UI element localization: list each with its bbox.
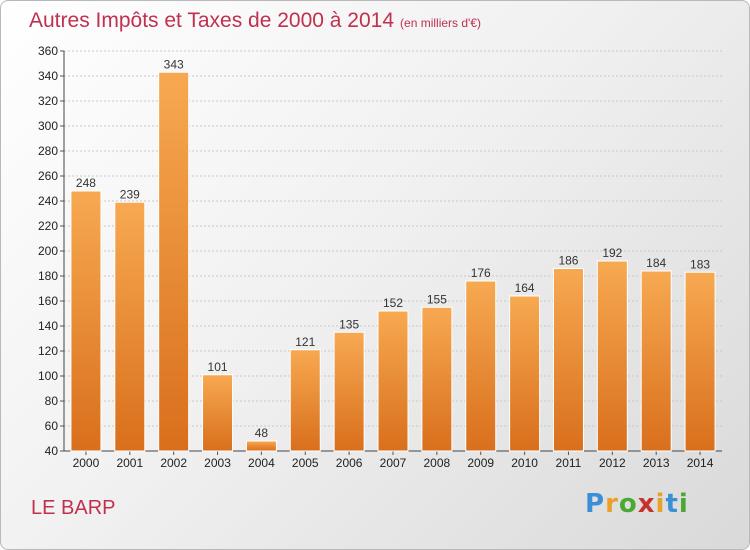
x-tick-label: 2002 — [160, 456, 187, 470]
data-label: 121 — [295, 335, 315, 349]
y-tick-labels: 40 60 80 100 120 140 160 180 200 220 240 260 280 300 3… — [38, 44, 58, 458]
bar — [114, 201, 146, 452]
bar — [377, 310, 409, 452]
data-label: 184 — [646, 256, 666, 270]
data-label: 152 — [383, 296, 403, 310]
y-tick-label: 360 — [38, 44, 58, 58]
y-tick-label: 340 — [38, 69, 58, 83]
logo-letter: r — [605, 489, 619, 519]
x-tick-label: 2004 — [248, 456, 275, 470]
chart-title-main: Autres Impôts et Taxes de 2000 à 2014 — [29, 9, 395, 32]
bar — [684, 271, 716, 452]
y-tick-label: 280 — [38, 144, 58, 158]
x-tick-label: 2014 — [687, 456, 714, 470]
bar — [596, 260, 628, 452]
x-tick-label: 2008 — [424, 456, 451, 470]
chart-title: Autres Impôts et Taxes de 2000 à 2014 (en… — [29, 9, 481, 33]
y-tick-label: 300 — [38, 119, 58, 133]
y-tick-label: 160 — [38, 294, 58, 308]
bar — [245, 440, 277, 452]
y-tick-label: 120 — [38, 344, 58, 358]
proxiti-logo[interactable]: Proxiti — [585, 489, 689, 519]
bar — [202, 374, 234, 452]
chart-title-unit: (en milliers d'€) — [400, 16, 482, 30]
x-tick-label: 2011 — [556, 456, 582, 470]
bar — [289, 349, 321, 452]
bar — [70, 190, 102, 452]
y-tick-label: 220 — [38, 219, 58, 233]
data-labels: 248 239 343 101 48 121 135 152 155 176 164 186 192 18… — [76, 57, 710, 440]
x-tick-label: 2006 — [336, 456, 363, 470]
bar — [421, 306, 453, 452]
y-tick-label: 40 — [45, 444, 59, 458]
x-tick-label: 2000 — [73, 456, 100, 470]
logo-letter: P — [585, 489, 606, 519]
x-tick-label: 2003 — [204, 456, 231, 470]
logo-letter: x — [637, 489, 656, 519]
data-label: 186 — [558, 254, 578, 268]
data-label: 164 — [515, 281, 535, 295]
bar — [552, 268, 584, 452]
bar — [465, 280, 497, 452]
x-tick-label: 2005 — [292, 456, 319, 470]
bar — [509, 295, 541, 452]
x-tick-label: 2013 — [643, 456, 670, 470]
data-label: 48 — [255, 426, 269, 440]
y-tick-label: 320 — [38, 94, 58, 108]
x-tick-labels: 2000 2001 2002 2003 2004 2005 2006 2007 2008 2009… — [73, 456, 714, 470]
x-tick-label: 2010 — [511, 456, 538, 470]
bar — [158, 71, 190, 452]
bars — [70, 71, 716, 452]
data-label: 176 — [471, 266, 491, 280]
y-tick-label: 140 — [38, 319, 58, 333]
logo-letter: t — [665, 489, 679, 519]
data-label: 192 — [602, 246, 622, 260]
logo-letter: i — [678, 489, 689, 519]
y-tick-label: 240 — [38, 194, 58, 208]
y-tick-label: 100 — [38, 369, 58, 383]
y-tick-label: 260 — [38, 169, 58, 183]
data-label: 135 — [339, 317, 359, 331]
data-label: 101 — [208, 360, 228, 374]
y-tick-label: 80 — [45, 394, 59, 408]
bar — [333, 331, 365, 452]
logo-letter: i — [655, 489, 666, 519]
data-label: 343 — [164, 57, 184, 71]
commune-name: LE BARP — [31, 497, 116, 519]
x-tick-label: 2001 — [116, 456, 143, 470]
x-tick-label: 2007 — [380, 456, 407, 470]
y-tick-label: 200 — [38, 244, 58, 258]
data-label: 239 — [120, 187, 140, 201]
x-tick-label: 2009 — [467, 456, 494, 470]
y-tick-label: 180 — [38, 269, 58, 283]
logo-letter: o — [618, 489, 638, 519]
data-label: 183 — [690, 257, 710, 271]
bar — [640, 270, 672, 452]
y-tick-label: 60 — [45, 419, 59, 433]
data-label: 248 — [76, 176, 96, 190]
x-tick-label: 2012 — [599, 456, 626, 470]
data-label: 155 — [427, 292, 447, 306]
